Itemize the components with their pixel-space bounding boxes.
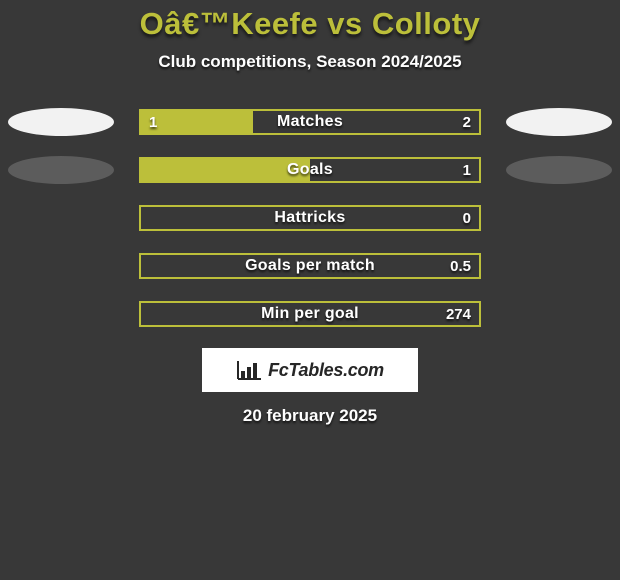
spacer — [506, 252, 612, 280]
player-left-marker — [8, 156, 114, 184]
player-left-marker — [8, 108, 114, 136]
spacer — [506, 204, 612, 232]
stat-right-value: 274 — [446, 303, 471, 325]
spacer — [8, 204, 114, 232]
stat-label: Goals per match — [141, 255, 479, 277]
stat-right-value: 0.5 — [450, 255, 471, 277]
stat-rows: Matches12 Goals1 Hattricks0 Goals per match… — [0, 108, 620, 328]
player-right-marker — [506, 108, 612, 136]
stat-bar: Hattricks0 — [139, 205, 481, 231]
stat-row: Goals1 — [0, 156, 620, 184]
stat-label: Min per goal — [141, 303, 479, 325]
comparison-panel: Oâ€™Keefe vs Colloty Club competitions, … — [0, 0, 620, 426]
spacer — [506, 300, 612, 328]
footer-date: 20 february 2025 — [0, 406, 620, 426]
stat-bar-fill — [141, 159, 310, 181]
page-title: Oâ€™Keefe vs Colloty — [0, 6, 620, 42]
spacer — [8, 252, 114, 280]
stat-label: Hattricks — [141, 207, 479, 229]
logo-text: FcTables.com — [268, 360, 384, 381]
stat-bar: Goals1 — [139, 157, 481, 183]
page-subtitle: Club competitions, Season 2024/2025 — [0, 52, 620, 72]
spacer — [8, 300, 114, 328]
stat-row: Goals per match0.5 — [0, 252, 620, 280]
stat-row: Hattricks0 — [0, 204, 620, 232]
stat-right-value: 0 — [463, 207, 471, 229]
stat-bar-fill — [141, 111, 253, 133]
stat-row: Min per goal274 — [0, 300, 620, 328]
stat-bar: Min per goal274 — [139, 301, 481, 327]
stat-right-value: 2 — [463, 111, 471, 133]
player-right-marker — [506, 156, 612, 184]
stat-bar: Goals per match0.5 — [139, 253, 481, 279]
site-logo[interactable]: FcTables.com — [202, 348, 418, 392]
bar-chart-icon — [236, 359, 262, 381]
stat-row: Matches12 — [0, 108, 620, 136]
stat-right-value: 1 — [463, 159, 471, 181]
stat-bar: Matches12 — [139, 109, 481, 135]
